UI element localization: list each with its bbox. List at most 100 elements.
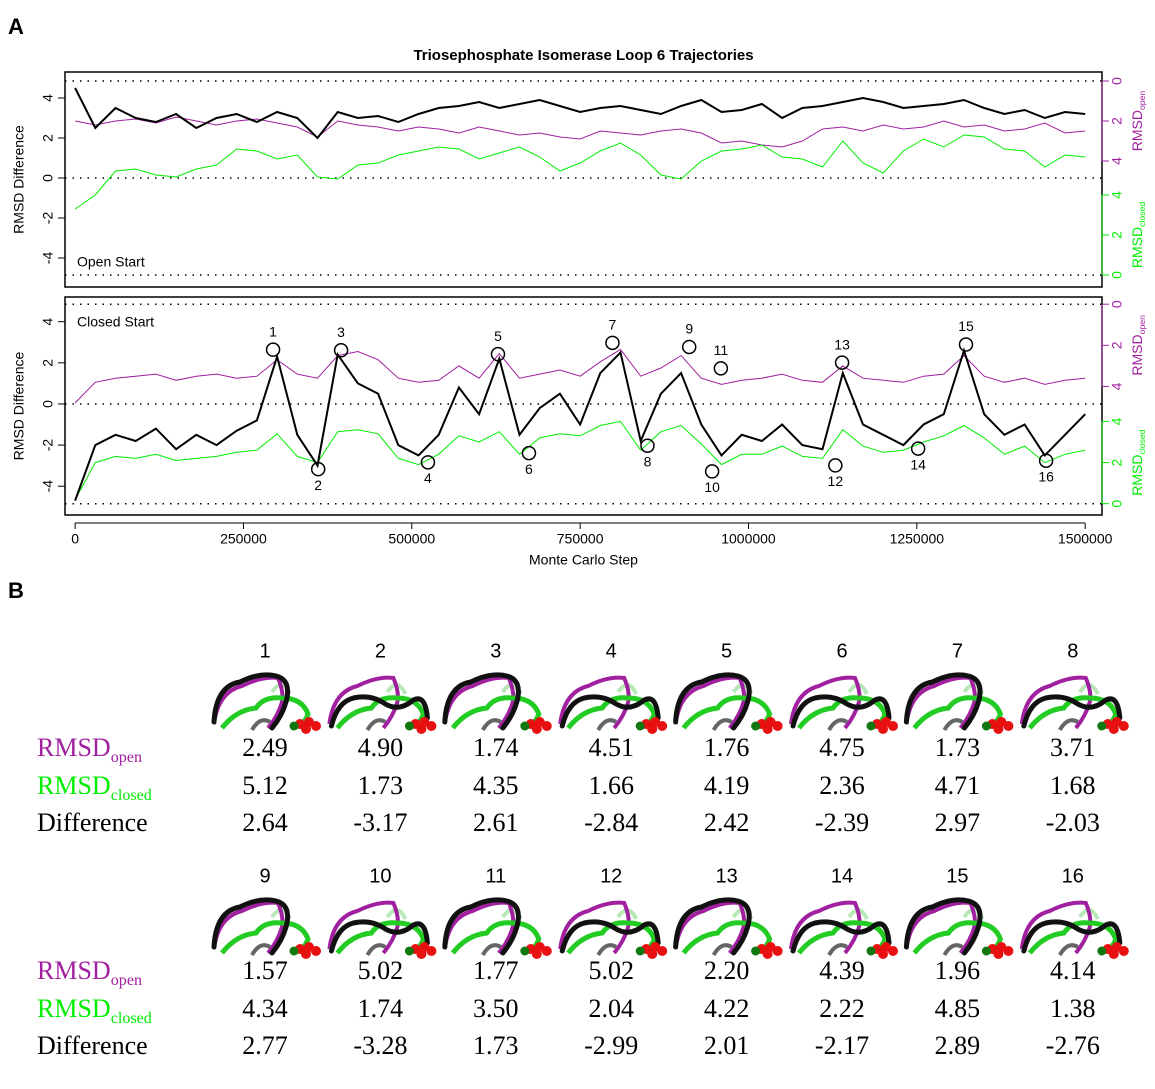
loop-black <box>903 672 983 731</box>
x-tick-label: 500000 <box>388 531 435 547</box>
y3-tick-label: 4 <box>1109 417 1125 425</box>
snapshot-label: 1 <box>269 323 277 339</box>
trajectory-line <box>74 420 1086 500</box>
loop-grey <box>827 718 849 732</box>
snapshot-marker <box>490 346 506 362</box>
column-label: 16 <box>1062 865 1084 887</box>
structure-image <box>673 672 783 734</box>
snapshot-label: 7 <box>609 317 617 333</box>
ligand-atom <box>1118 721 1129 731</box>
y3-tick-label: 4 <box>1109 191 1125 199</box>
snapshot-label: 15 <box>958 318 974 334</box>
column-label: 11 <box>485 865 506 887</box>
ligand-atom <box>772 721 783 731</box>
ligand-atom <box>1108 724 1119 734</box>
ligand-atom <box>311 946 321 956</box>
loop-black <box>328 694 430 729</box>
y-axis-label: RMSD Difference <box>11 125 27 234</box>
y2-tick-label: 2 <box>1109 341 1125 349</box>
y-tick-label: 0 <box>40 174 56 182</box>
ligand-atom <box>1118 946 1129 956</box>
x-tick-label: 1250000 <box>890 531 945 547</box>
table-cell: -2.76 <box>1046 1031 1100 1060</box>
row-label-main: Difference <box>37 808 148 837</box>
table-cell: -2.17 <box>815 1031 869 1060</box>
loop-black <box>442 897 521 956</box>
table-cell: 1.74 <box>473 733 519 762</box>
structure-image <box>442 897 552 959</box>
loop-black <box>673 672 752 731</box>
x-tick-label: 1500000 <box>1058 531 1113 547</box>
snapshot-label: 2 <box>314 477 322 493</box>
y-tick-label: 2 <box>40 359 56 367</box>
table-cell: 4.39 <box>819 956 865 985</box>
loop-grey <box>250 718 272 732</box>
snapshot-label: 8 <box>644 453 652 469</box>
structure-image <box>558 672 668 734</box>
ligand-atom <box>1003 946 1014 956</box>
y2-axis-label-sub: open <box>1137 91 1147 110</box>
loop-grey <box>481 943 502 957</box>
y-axis-label: RMSD Difference <box>11 351 27 460</box>
loop-purple <box>327 900 400 955</box>
table-cell: -2.99 <box>584 1031 638 1060</box>
row-label: RMSDclosed <box>37 771 152 804</box>
loop-black <box>673 897 752 956</box>
table-cell: 2.22 <box>819 994 865 1023</box>
row-label-sub: closed <box>111 1010 152 1027</box>
structure-image <box>558 897 668 959</box>
ligand-atom <box>993 724 1004 734</box>
ligand-atom <box>647 724 658 734</box>
y2-axis-label-sub: open <box>1137 315 1147 334</box>
y2-axis-label-main: RMSD <box>1129 334 1145 375</box>
structure-image <box>903 672 1014 734</box>
x-axis-label: Monte Carlo Step <box>529 552 638 568</box>
y2-tick-label: 0 <box>1109 300 1125 308</box>
column-label: 6 <box>836 640 847 662</box>
table-cell: 4.35 <box>473 771 519 800</box>
loop-grey <box>1058 718 1079 732</box>
ligand-atom <box>1003 721 1014 731</box>
y2-axis-label: RMSDopen <box>1129 91 1148 152</box>
y-tick-label: 0 <box>40 400 56 408</box>
y3-tick-label: 0 <box>1109 271 1125 279</box>
snapshot-label: 13 <box>834 336 850 352</box>
snapshot-label: 6 <box>525 461 533 477</box>
row-label: RMSDopen <box>37 733 142 766</box>
ligand-atom <box>416 949 427 959</box>
y2-axis-label-main: RMSD <box>1129 110 1145 151</box>
ligand-atom <box>541 946 552 956</box>
table-cell: 4.71 <box>935 771 981 800</box>
ligand-atom <box>1097 946 1107 956</box>
table-cell: 1.77 <box>473 956 519 985</box>
column-label: 14 <box>831 865 853 887</box>
trajectory-line <box>74 87 1086 140</box>
snapshot-marker <box>640 438 655 453</box>
loop-black <box>559 694 661 729</box>
snapshot-marker <box>704 464 720 479</box>
snapshot-label: 9 <box>685 321 693 337</box>
y3-tick-label: 0 <box>1109 500 1125 508</box>
ligand-atom <box>657 721 668 731</box>
x-tick-label: 1000000 <box>721 531 776 547</box>
ligand-atom <box>635 946 645 956</box>
table-cell: 1.96 <box>935 956 981 985</box>
structure-image <box>673 897 783 959</box>
loop-purple <box>1019 900 1093 955</box>
ligand-atom <box>416 724 427 734</box>
table-cell: 2.20 <box>704 956 750 985</box>
y2-tick-label: 2 <box>1109 117 1125 125</box>
table-cell: 3.50 <box>473 994 519 1023</box>
loop-purple <box>327 675 400 730</box>
table-cell: 2.04 <box>588 994 634 1023</box>
loop-grey <box>711 718 733 732</box>
snapshot-label: 16 <box>1038 468 1054 484</box>
table-cell: 4.51 <box>588 733 634 762</box>
trajectory-line <box>74 347 1086 501</box>
x-tick-label: 250000 <box>220 531 267 547</box>
y-tick-label: 2 <box>40 134 56 142</box>
snapshot-label: 12 <box>828 473 844 489</box>
snapshot-label: 5 <box>494 328 502 344</box>
loop-grey <box>942 943 964 957</box>
row-label-main: RMSD <box>37 994 111 1023</box>
